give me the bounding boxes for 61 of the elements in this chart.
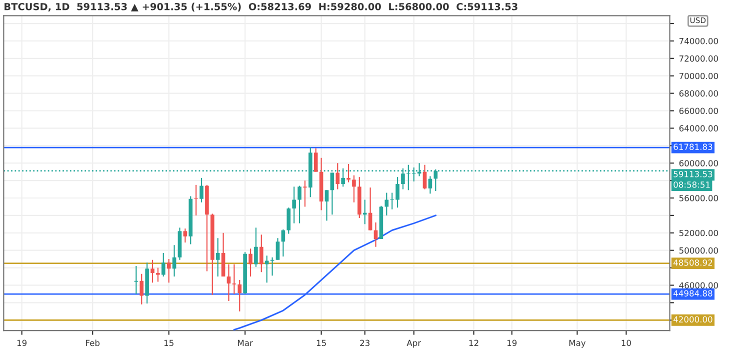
candlestick bbox=[166, 258, 171, 284]
candlestick bbox=[384, 192, 389, 216]
candlestick bbox=[140, 273, 144, 305]
y-tick-label: 74000.00 bbox=[679, 38, 718, 44]
candlestick bbox=[422, 164, 427, 190]
x-tick-label: 10 bbox=[622, 340, 631, 346]
candlestick bbox=[270, 256, 274, 276]
ref-line-label: 48508.92 bbox=[674, 259, 712, 266]
y-tick-label: 60000.00 bbox=[679, 160, 718, 166]
candlestick bbox=[259, 234, 264, 273]
candlestick bbox=[292, 186, 296, 224]
y-tick-label: 70000.00 bbox=[679, 72, 718, 80]
candlestick bbox=[232, 264, 236, 295]
candlestick bbox=[150, 259, 154, 284]
candlestick bbox=[286, 207, 291, 234]
candlestick bbox=[324, 190, 329, 222]
candlestick bbox=[276, 238, 280, 260]
x-tick-label: Mar bbox=[238, 340, 253, 346]
candlestick bbox=[264, 255, 269, 284]
candlestick bbox=[428, 176, 432, 194]
candlestick bbox=[200, 177, 204, 203]
y-tick-label: 64000.00 bbox=[679, 125, 718, 132]
ref-line-label: 61781.83 bbox=[674, 144, 712, 150]
candlestick bbox=[368, 186, 372, 231]
candlestick bbox=[183, 228, 188, 244]
candlestick bbox=[314, 148, 318, 172]
candlestick bbox=[336, 162, 340, 190]
candlestick bbox=[194, 184, 198, 216]
x-tick-label: 19 bbox=[507, 340, 517, 346]
candlestick bbox=[216, 238, 220, 278]
candlestick bbox=[341, 168, 345, 188]
candlestick bbox=[226, 264, 231, 302]
chart-title: BTCUSD, 1D 59113.53 ▲ +901.35 (+1.55%) O:58213.69 H:59280.00 L:56800.00 C:59113.53 bbox=[4, 2, 518, 12]
y-tick-label: 52000.00 bbox=[679, 230, 718, 236]
x-tick-label: 23 bbox=[360, 340, 370, 346]
candlestick bbox=[303, 180, 307, 208]
candlestick bbox=[161, 252, 166, 278]
ref-line-label: 44984.88 bbox=[674, 290, 712, 297]
x-tick-label: Apr bbox=[406, 340, 422, 348]
candlestick bbox=[156, 267, 160, 282]
y-tick-label: 46000.00 bbox=[679, 282, 718, 289]
y-tick-label: 72000.00 bbox=[679, 55, 718, 62]
x-tick-label: 12 bbox=[469, 340, 478, 346]
candlestick bbox=[254, 227, 258, 268]
ref-line-label: 59113.53 bbox=[674, 170, 712, 178]
y-tick-label: 50000.00 bbox=[679, 247, 718, 254]
ref-line-label: 42000.00 bbox=[674, 316, 712, 323]
y-tick-label: 68000.00 bbox=[679, 90, 718, 97]
x-tick-label: 15 bbox=[164, 340, 174, 346]
candlestick bbox=[352, 174, 356, 203]
text: 08:58:51 bbox=[674, 181, 710, 188]
x-tick-label: Feb bbox=[86, 340, 100, 346]
x-tick-label: 19 bbox=[17, 340, 27, 346]
x-tick-label: May bbox=[569, 340, 586, 348]
y-tick-label: 56000.00 bbox=[679, 194, 718, 202]
candlestick bbox=[298, 185, 302, 224]
x-tick-label: 15 bbox=[316, 340, 326, 346]
candlestick bbox=[221, 232, 226, 278]
candlestick bbox=[248, 248, 252, 278]
y-tick-label: 66000.00 bbox=[679, 108, 718, 114]
candlestick bbox=[238, 279, 242, 312]
